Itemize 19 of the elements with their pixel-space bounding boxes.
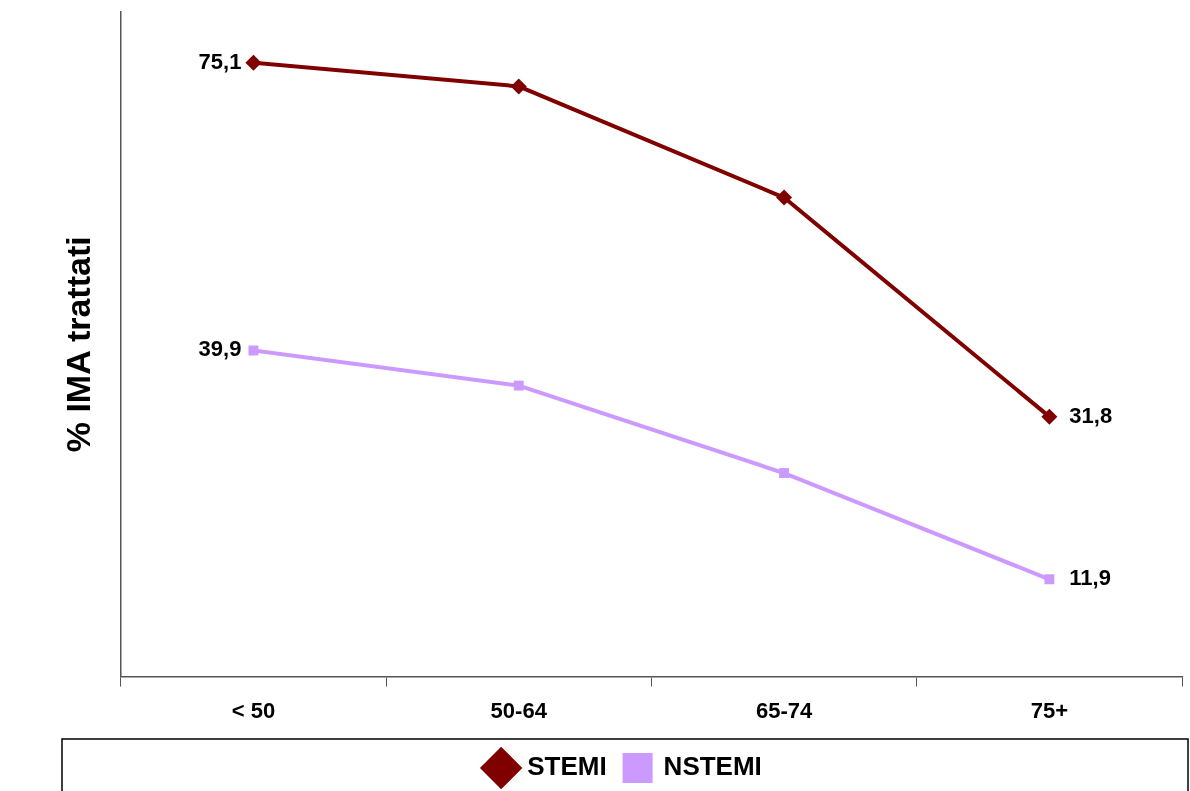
legend-label: STEMI — [527, 751, 607, 782]
point — [245, 54, 262, 71]
point — [1044, 574, 1055, 585]
point — [510, 78, 527, 95]
data-label: 31,8 — [1069, 402, 1113, 428]
legend-label: NSTEMI — [663, 751, 762, 782]
point — [776, 189, 793, 206]
data-label: 75,1 — [198, 48, 242, 74]
point — [779, 468, 789, 478]
x-tick-label: < 50 — [231, 697, 276, 723]
x-tick-label: 65-74 — [755, 697, 813, 723]
data-label: 11,9 — [1069, 565, 1111, 591]
point — [248, 345, 259, 356]
data-label: 39,9 — [198, 336, 242, 362]
x-tick-label: 75+ — [1030, 697, 1069, 723]
point — [513, 380, 524, 391]
point — [1041, 408, 1058, 425]
x-tick-label: 50-64 — [490, 697, 548, 723]
y-axis-title: % IMA trattati — [58, 236, 97, 453]
